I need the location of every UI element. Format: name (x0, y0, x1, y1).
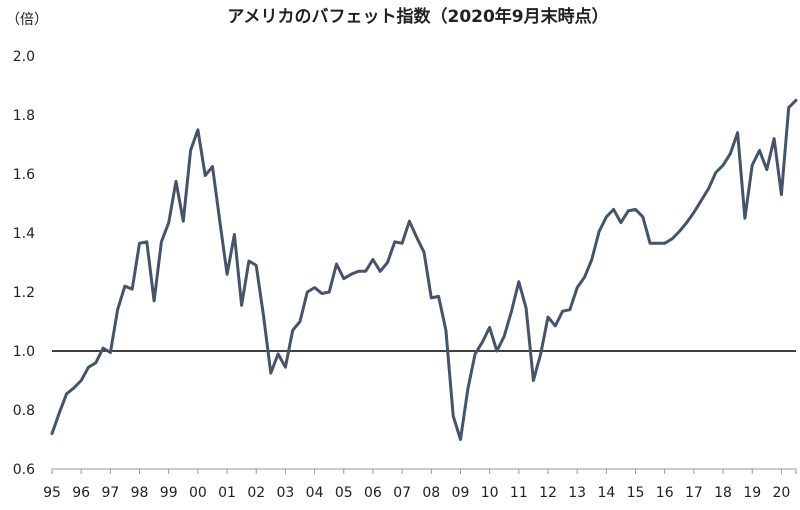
x-tick-label: 08 (422, 485, 440, 501)
y-tick-label: 2.0 (13, 49, 35, 65)
y-tick-label: 1.0 (13, 344, 35, 360)
x-tick-label: 15 (627, 485, 645, 501)
y-axis-unit-label: （倍） (6, 12, 48, 28)
x-tick-label: 05 (335, 485, 353, 501)
x-tick-label: 10 (481, 485, 499, 501)
y-tick-labels: 0.6 0.8 1.0 1.2 1.4 1.6 1.8 2.0 (13, 49, 35, 478)
y-tick-label: 1.8 (13, 108, 35, 124)
x-tick-label: 00 (189, 485, 207, 501)
chart-title: アメリカのバフェット指数（2020年9月末時点） (227, 6, 608, 27)
x-tick-label: 99 (160, 485, 178, 501)
x-tick-label: 14 (597, 485, 615, 501)
y-tick-label: 0.8 (13, 403, 35, 419)
series-group (50, 98, 798, 441)
x-tick-label: 20 (772, 485, 790, 501)
y-tick-label: 1.4 (13, 226, 35, 242)
x-tick-label: 01 (218, 485, 236, 501)
x-tick-label: 11 (510, 485, 528, 501)
x-tick-label: 95 (43, 485, 61, 501)
y-tick-label: 1.2 (13, 285, 35, 301)
y-tick-label: 0.6 (13, 462, 35, 478)
x-tick-label: 17 (685, 485, 703, 501)
y-tick-label: 1.6 (13, 167, 35, 183)
x-tick-label: 09 (452, 485, 470, 501)
x-tick-label: 18 (714, 485, 732, 501)
x-tick-label: 16 (656, 485, 674, 501)
x-tick-label: 04 (306, 485, 324, 501)
x-tick-label: 97 (101, 485, 119, 501)
series-line (50, 98, 798, 441)
x-tick-label: 06 (364, 485, 382, 501)
x-axis (51, 468, 797, 474)
x-tick-label: 07 (393, 485, 411, 501)
x-tick-label: 02 (247, 485, 265, 501)
x-tick-label: 98 (131, 485, 149, 501)
x-tick-label: 03 (276, 485, 294, 501)
x-tick-label: 13 (568, 485, 586, 501)
x-tick-label: 12 (539, 485, 557, 501)
x-tick-label: 96 (72, 485, 90, 501)
x-tick-labels: 95 96 97 98 99 00 01 02 03 04 05 06 07 08 09 10 11 12 13 14… (43, 485, 790, 501)
x-tick-label: 19 (743, 485, 761, 501)
